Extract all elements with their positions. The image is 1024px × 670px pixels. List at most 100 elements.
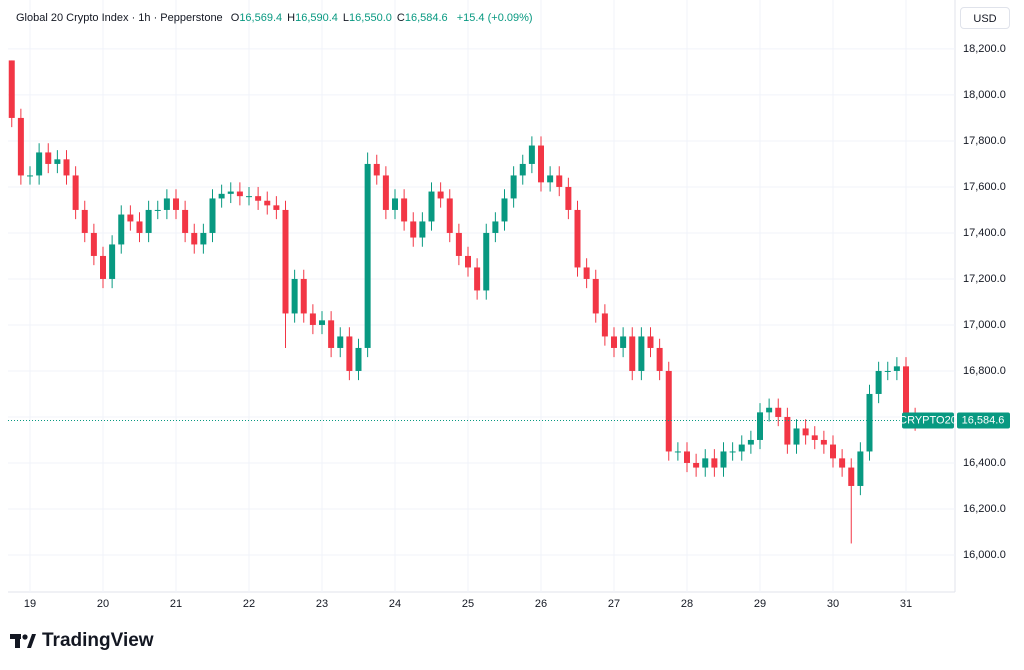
candle-body: [109, 244, 116, 279]
candle-body: [337, 336, 344, 348]
x-tick-label: 21: [170, 598, 182, 610]
candle-body: [738, 444, 745, 452]
x-tick-label: 28: [681, 598, 693, 610]
candle-body: [90, 232, 97, 256]
symbol-label: CRYPTO20: [899, 414, 957, 426]
candle-body: [574, 209, 581, 268]
y-tick-label: 17,000.0: [963, 319, 1006, 331]
candle-body: [419, 221, 426, 238]
candle-body: [857, 451, 864, 486]
candle-body: [136, 221, 143, 233]
candle-body: [227, 191, 234, 194]
candle-body: [565, 186, 572, 210]
y-tick-label: 16,000.0: [963, 549, 1006, 561]
candle-body: [291, 278, 298, 314]
candle-body: [118, 214, 125, 245]
candle-body: [465, 255, 471, 268]
candle-body: [54, 159, 61, 164]
y-tick-label: 16,200.0: [963, 503, 1006, 515]
candle-body: [455, 232, 462, 256]
candle-body: [903, 366, 909, 417]
candle-body: [163, 198, 170, 210]
candle-body: [830, 444, 836, 459]
candle-body: [154, 209, 161, 211]
change: +15.4 (+0.09%): [456, 12, 533, 24]
candle-body: [173, 198, 179, 210]
candle-body: [45, 152, 52, 164]
candle-body: [757, 412, 763, 440]
candle-body: [592, 278, 599, 314]
candle-body: [282, 209, 289, 314]
currency-button[interactable]: USD: [960, 7, 1010, 29]
candle-body: [766, 407, 773, 413]
x-tick-label: 25: [462, 598, 474, 610]
candle-body: [656, 347, 663, 371]
ohlc-value: 16,584.6: [404, 12, 448, 24]
candle-body: [884, 370, 891, 372]
candle-body: [328, 320, 335, 348]
x-tick-label: 22: [243, 598, 255, 610]
brand-icon: [10, 634, 36, 648]
candle-body: [27, 175, 33, 177]
candle-body: [127, 214, 134, 222]
candle-body: [711, 458, 718, 468]
x-tick-label: 27: [608, 598, 620, 610]
candle-body: [255, 196, 262, 201]
y-tick-label: 16,400.0: [963, 457, 1006, 469]
candle-body: [309, 313, 316, 325]
candle-body: [775, 407, 782, 417]
candle-body: [684, 451, 690, 463]
candle-body: [346, 336, 353, 371]
x-tick-label: 26: [535, 598, 547, 610]
y-tick-label: 17,800.0: [963, 135, 1006, 147]
candle-body: [647, 336, 654, 348]
candle-body: [519, 163, 526, 176]
header: Global 20 Crypto Index · 1h · Pepperston…: [16, 12, 533, 24]
candle-body: [373, 163, 380, 176]
x-tick-label: 23: [316, 598, 328, 610]
candle-body: [246, 196, 252, 198]
candle-body: [620, 336, 627, 348]
candle-body: [702, 458, 709, 468]
candle-body: [601, 313, 608, 337]
price-label-bg: [957, 412, 1010, 429]
candle-body: [63, 159, 70, 176]
symbol-label-bg: [902, 412, 954, 429]
candle-body: [218, 193, 225, 199]
candle-body: [182, 209, 189, 233]
candle-body: [875, 370, 882, 394]
candle-body: [145, 209, 152, 233]
candle-body: [392, 198, 398, 210]
candle-body: [446, 198, 453, 233]
candle-body: [866, 393, 873, 452]
candle-body: [638, 336, 645, 371]
candle-body: [72, 175, 79, 210]
candle-body: [483, 232, 490, 291]
candle-body: [501, 198, 508, 222]
candle-body: [839, 458, 846, 468]
candle-body: [81, 209, 88, 233]
candle-body: [236, 191, 243, 197]
candle-body: [273, 205, 280, 210]
candle-body: [528, 145, 535, 164]
candle-body: [100, 255, 106, 279]
candle-body: [355, 347, 362, 371]
candle-body: [665, 370, 672, 452]
brand: TradingView: [10, 630, 154, 652]
candle-body: [720, 451, 727, 468]
candle-body: [382, 175, 389, 210]
candle-body: [747, 439, 754, 445]
ohlc-key: L: [342, 12, 350, 24]
candle-body: [811, 435, 818, 440]
y-tick-label: 17,200.0: [963, 273, 1006, 285]
candle-body: [583, 267, 590, 279]
candle-body: [437, 191, 444, 199]
symbol-title: Global 20 Crypto Index · 1h · Pepperston…: [16, 12, 223, 24]
ohlc-value: 16,590.4: [295, 12, 338, 24]
candle-body: [428, 191, 435, 222]
candle-body: [556, 175, 563, 187]
x-tick-label: 19: [24, 598, 36, 610]
candle-body: [474, 267, 481, 291]
